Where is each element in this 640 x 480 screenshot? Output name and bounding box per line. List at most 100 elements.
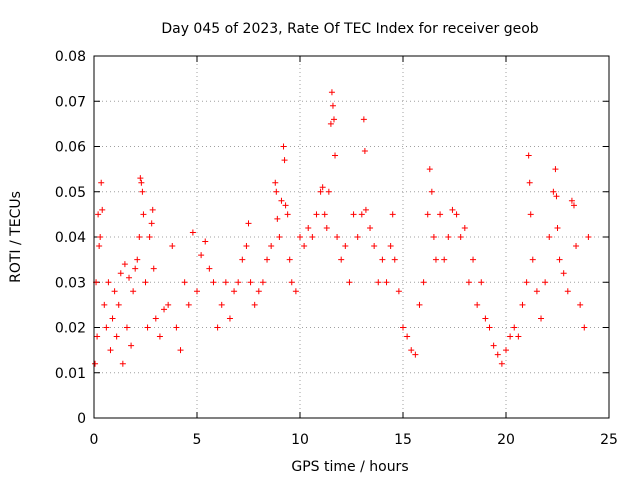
data-point (494, 351, 501, 358)
data-point (330, 116, 337, 123)
data-point (165, 301, 172, 308)
data-point (255, 288, 262, 295)
data-points (92, 89, 592, 367)
data-point (264, 256, 271, 263)
data-point (115, 301, 122, 308)
data-point (542, 279, 549, 286)
data-point (325, 188, 332, 195)
x-tick-label: 5 (193, 432, 202, 448)
data-point (281, 157, 288, 164)
data-point (328, 89, 335, 96)
data-point (313, 211, 320, 218)
data-point (94, 333, 101, 340)
data-point (278, 197, 285, 204)
data-point (361, 148, 368, 155)
x-tick-label: 10 (291, 432, 309, 448)
data-point (538, 315, 545, 322)
data-point (103, 324, 110, 331)
data-point (142, 279, 149, 286)
data-point (235, 279, 242, 286)
data-point (98, 179, 105, 186)
data-point (389, 211, 396, 218)
data-point (474, 301, 481, 308)
data-point (581, 324, 588, 331)
data-point (573, 243, 580, 250)
data-point (280, 143, 287, 150)
grid-lines (94, 56, 609, 418)
data-point (503, 347, 509, 354)
data-point (309, 234, 316, 240)
data-point (362, 206, 369, 213)
y-axis-label: ROTI / TECUs (8, 191, 24, 283)
data-point (498, 360, 505, 367)
data-point (99, 206, 106, 213)
data-point (288, 279, 295, 286)
data-point (338, 256, 345, 263)
data-point (137, 175, 144, 182)
data-point (218, 301, 225, 308)
data-point (321, 211, 328, 218)
data-point (273, 188, 280, 195)
data-point (292, 288, 299, 295)
data-point (371, 243, 378, 250)
data-point (465, 279, 472, 286)
y-tick-label: 0.05 (55, 185, 86, 201)
data-point (319, 184, 326, 191)
data-point (554, 224, 561, 231)
x-tick-label: 20 (497, 432, 515, 448)
data-point (507, 333, 514, 340)
data-point (210, 279, 217, 286)
data-point (194, 288, 200, 295)
y-tick-label: 0.08 (55, 49, 86, 65)
data-point (367, 224, 374, 231)
plot-frame (93, 55, 610, 419)
data-point (395, 288, 402, 295)
data-point (109, 315, 116, 322)
data-point (150, 265, 157, 272)
y-tick-label: 0 (77, 411, 86, 427)
data-point (148, 220, 155, 227)
data-point (449, 206, 456, 213)
data-point (523, 279, 530, 286)
data-point (140, 211, 147, 218)
data-point (490, 342, 497, 349)
data-point (276, 234, 283, 240)
data-point (553, 193, 560, 200)
data-point (515, 333, 522, 340)
data-point (144, 324, 151, 331)
axis-ticks (93, 55, 610, 419)
data-point (526, 179, 533, 186)
data-point (243, 243, 250, 250)
data-point (149, 206, 156, 213)
data-point (391, 256, 398, 263)
data-point (317, 188, 324, 195)
data-point (272, 179, 279, 186)
data-point (387, 243, 394, 250)
data-point (214, 324, 221, 331)
data-point (126, 274, 133, 281)
data-point (101, 301, 108, 308)
data-point (354, 234, 361, 240)
data-point (138, 179, 145, 186)
data-point (550, 188, 557, 195)
data-point (408, 347, 415, 354)
data-point (327, 120, 334, 127)
data-point (432, 256, 439, 263)
data-point (181, 279, 188, 286)
data-point (560, 270, 567, 277)
data-point (511, 324, 518, 331)
data-point (527, 211, 534, 218)
data-point (274, 215, 281, 222)
data-point (284, 211, 291, 218)
data-point (568, 197, 575, 204)
data-point (107, 347, 114, 354)
data-point (92, 360, 99, 367)
data-point (117, 270, 124, 277)
x-tick-label: 15 (394, 432, 412, 448)
data-point (134, 256, 141, 263)
data-point (457, 234, 464, 240)
data-point (146, 234, 153, 240)
data-point (383, 279, 390, 286)
x-axis-label: GPS time / hours (291, 459, 408, 475)
data-point (128, 342, 135, 349)
